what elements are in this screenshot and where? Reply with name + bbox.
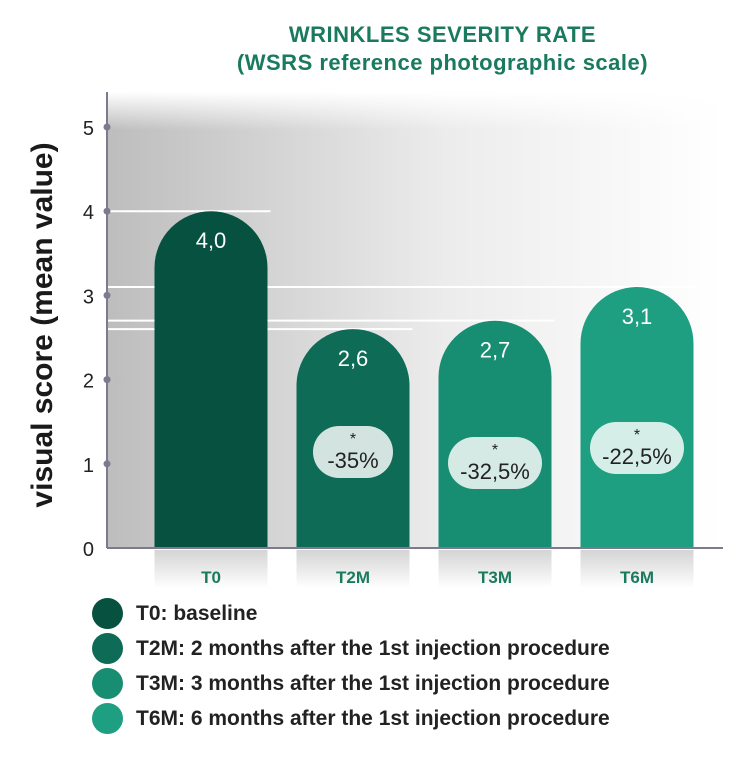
y-tick-label: 1	[83, 455, 94, 477]
significance-mark: *	[634, 427, 640, 444]
change-badge	[448, 437, 542, 489]
y-tick-label: 4	[83, 202, 94, 224]
y-tick-mark	[103, 291, 111, 299]
legend-swatch	[92, 703, 123, 734]
change-label: -32,5%	[460, 459, 530, 484]
bar-reflection	[296, 550, 410, 588]
plot-top-fade	[107, 92, 723, 130]
bar-group-t0: 4,0	[154, 211, 268, 588]
y-tick-mark	[103, 123, 111, 131]
legend-swatch	[92, 633, 123, 664]
legend-label: T0: baseline	[136, 601, 258, 625]
legend: T0: baseline T2M: 2 months after the 1st …	[92, 596, 610, 736]
change-label: -35%	[327, 448, 378, 473]
y-tick-mark	[103, 376, 111, 384]
significance-mark: *	[492, 442, 498, 459]
change-badge	[590, 422, 684, 474]
bar-chart: visual score (mean value) 4,02,6*-35%2,7…	[26, 92, 723, 588]
y-tick-label: 2	[83, 371, 94, 393]
x-tick-label: T6M	[620, 568, 654, 587]
bar-group-t6m: 3,1 *-22,5%	[580, 286, 694, 588]
chart-title: WRINKLES SEVERITY RATE	[288, 22, 597, 47]
legend-label: T3M: 3 months after the 1st injection pr…	[136, 671, 610, 695]
y-axis-label: visual score (mean value)	[26, 142, 59, 507]
legend-item: T0: baseline	[92, 596, 610, 631]
bar-reflection	[438, 550, 552, 588]
bar-group-t3m: 2,7 *-32,5%	[438, 320, 552, 588]
bar-reflection	[580, 550, 694, 588]
bar-reflection	[154, 550, 268, 588]
legend-label: T2M: 2 months after the 1st injection pr…	[136, 636, 610, 660]
change-label: -22,5%	[602, 444, 672, 469]
y-tick-mark	[103, 207, 111, 215]
bar-value-label: 2,6	[338, 346, 369, 371]
legend-item: T6M: 6 months after the 1st injection pr…	[92, 701, 610, 736]
significance-mark: *	[350, 431, 356, 448]
x-tick-label: T2M	[336, 568, 370, 587]
legend-label: T6M: 6 months after the 1st injection pr…	[136, 706, 610, 730]
bar-value-label: 2,7	[480, 338, 511, 363]
change-badge	[313, 426, 393, 478]
x-tick-label: T3M	[478, 568, 512, 587]
bar	[438, 320, 552, 548]
y-tick-label: 5	[83, 118, 94, 140]
y-tick-label: 0	[83, 539, 94, 561]
chart-subtitle: (WSRS reference photographic scale)	[236, 50, 649, 75]
legend-item: T3M: 3 months after the 1st injection pr…	[92, 666, 610, 701]
legend-swatch	[92, 668, 123, 699]
legend-swatch	[92, 598, 123, 629]
bar-value-label: 3,1	[622, 304, 653, 329]
y-tick-label: 3	[83, 286, 94, 308]
legend-item: T2M: 2 months after the 1st injection pr…	[92, 631, 610, 666]
bar-group-t2m: 2,6 *-35%	[296, 329, 410, 588]
x-tick-label: T0	[201, 568, 221, 587]
y-tick-mark	[103, 460, 111, 468]
bar	[154, 211, 268, 548]
bar	[580, 286, 694, 548]
bar-value-label: 4,0	[196, 228, 227, 253]
